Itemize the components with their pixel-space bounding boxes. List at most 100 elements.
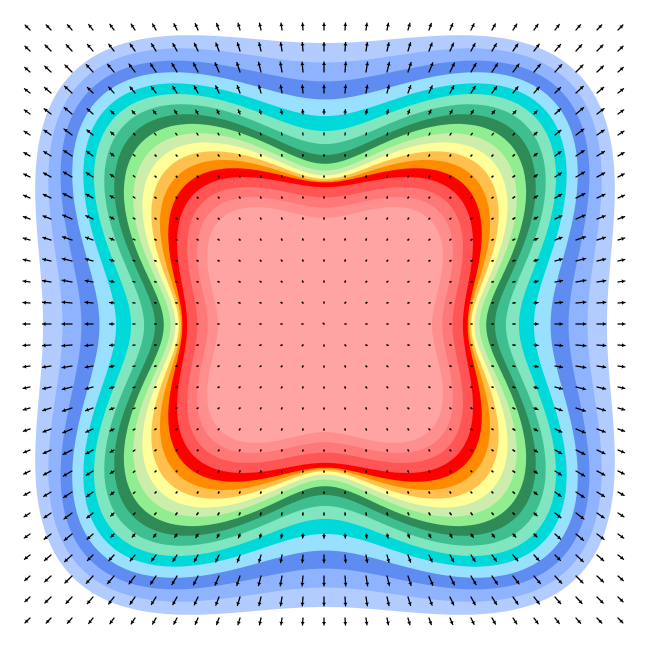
vector-arrowhead: [62, 429, 67, 434]
vector-arrowhead: [514, 44, 518, 48]
vector-arrow: [132, 132, 136, 136]
vector-arrow: [386, 280, 389, 283]
vector-arrow: [344, 301, 347, 304]
vector-arrowhead: [110, 216, 114, 221]
vector-arrow: [449, 491, 452, 494]
vector-arrowhead: [534, 300, 539, 305]
vector-arrowhead: [514, 86, 518, 91]
vector-arrowhead: [150, 63, 154, 68]
vector-arrowhead: [130, 600, 134, 605]
vector-arrowhead: [619, 88, 624, 93]
vector-arrowhead: [492, 620, 496, 625]
vector-arrowhead: [194, 558, 198, 562]
vector-arrow: [132, 238, 136, 241]
vector-arrowhead: [580, 494, 585, 498]
vector-arrowhead: [558, 429, 562, 433]
vector-arrowhead: [407, 23, 411, 27]
vector-arrowhead: [428, 621, 433, 625]
vector-arrowhead: [364, 109, 369, 113]
vector-arrowhead: [494, 63, 498, 68]
vector-arrowhead: [215, 85, 219, 90]
vector-arrow: [154, 407, 157, 410]
vector-arrow: [217, 428, 220, 431]
vector-arrowhead: [557, 535, 561, 540]
vector-arrowhead: [582, 300, 586, 305]
vector-arrowhead: [385, 621, 390, 625]
vector-arrowhead: [621, 407, 625, 411]
vector-arrow: [238, 132, 241, 136]
vector-arrow: [217, 259, 220, 262]
vector-arrow: [491, 132, 495, 136]
vector-arrowhead: [514, 557, 518, 561]
vector-arrow: [217, 154, 220, 157]
vector-arrow: [238, 449, 241, 452]
vector-arrowhead: [407, 621, 411, 625]
vector-arrowhead: [42, 343, 46, 348]
vector-arrowhead: [44, 87, 49, 91]
vector-arrowhead: [578, 599, 582, 604]
vector-arrowhead: [322, 582, 326, 586]
vector-arrow: [280, 365, 283, 368]
vector-arrow: [428, 217, 431, 220]
vector-arrow: [217, 386, 220, 389]
vector-arrow: [196, 132, 199, 136]
vector-arrow: [196, 449, 199, 452]
vector-arrowhead: [533, 512, 538, 516]
vector-arrowhead: [493, 43, 497, 48]
vector-arrowhead: [110, 195, 114, 199]
vector-arrowhead: [449, 23, 454, 28]
vector-arrow: [153, 512, 157, 516]
vector-arrow: [259, 238, 262, 241]
vector-arrowhead: [86, 172, 90, 176]
vector-arrowhead: [300, 42, 305, 46]
vector-arrowhead: [300, 62, 305, 66]
vector-arrow: [512, 238, 516, 241]
vector-arrowhead: [172, 557, 177, 562]
vector-arrowhead: [558, 407, 563, 412]
vector-arrowhead: [62, 300, 66, 305]
vector-arrow: [238, 386, 241, 389]
vector-arrow: [449, 449, 452, 452]
vector-arrowhead: [85, 407, 89, 412]
vector-arrowhead: [408, 62, 413, 66]
vector-arrowhead: [600, 151, 605, 155]
vector-arrowhead: [579, 86, 584, 90]
vector-arrow: [132, 512, 136, 516]
vector-arrowhead: [450, 43, 455, 47]
vector-arrowhead: [322, 559, 326, 563]
vector-arrowhead: [110, 470, 114, 474]
vector-arrowhead: [602, 386, 606, 391]
vector-arrowhead: [237, 534, 242, 538]
vector-arrow: [470, 449, 473, 452]
vector-arrowhead: [408, 582, 413, 586]
vector-arrowhead: [109, 364, 113, 369]
vector-arrowhead: [279, 23, 284, 27]
vector-arrowhead: [558, 386, 563, 391]
vector-arrowhead: [23, 343, 27, 348]
vector-arrow: [153, 132, 157, 136]
vector-arrow: [407, 132, 410, 136]
vector-arrowhead: [343, 602, 348, 606]
vector-arrowhead: [195, 534, 200, 538]
vector-arrow: [407, 154, 410, 157]
vector-arrowhead: [365, 582, 370, 586]
vector-arrowhead: [582, 408, 586, 413]
vector-arrowhead: [109, 322, 113, 326]
vector-arrowhead: [536, 580, 541, 584]
vector-arrow: [175, 154, 178, 157]
vector-arrowhead: [43, 450, 47, 455]
vector-arrowhead: [580, 150, 585, 154]
vector-arrowhead: [621, 300, 625, 305]
vector-arrow: [238, 175, 241, 178]
vector-arrowhead: [110, 110, 115, 115]
vector-arrowhead: [25, 619, 29, 623]
vector-arrow: [491, 512, 495, 516]
vector-arrowhead: [555, 619, 560, 624]
vector-arrow: [175, 470, 178, 473]
vector-arrowhead: [471, 557, 476, 562]
vector-arrowhead: [386, 42, 391, 46]
vector-arrowhead: [558, 236, 563, 241]
vector-arrow: [175, 407, 178, 410]
vector-arrowhead: [406, 534, 411, 538]
vector-arrowhead: [621, 385, 625, 390]
